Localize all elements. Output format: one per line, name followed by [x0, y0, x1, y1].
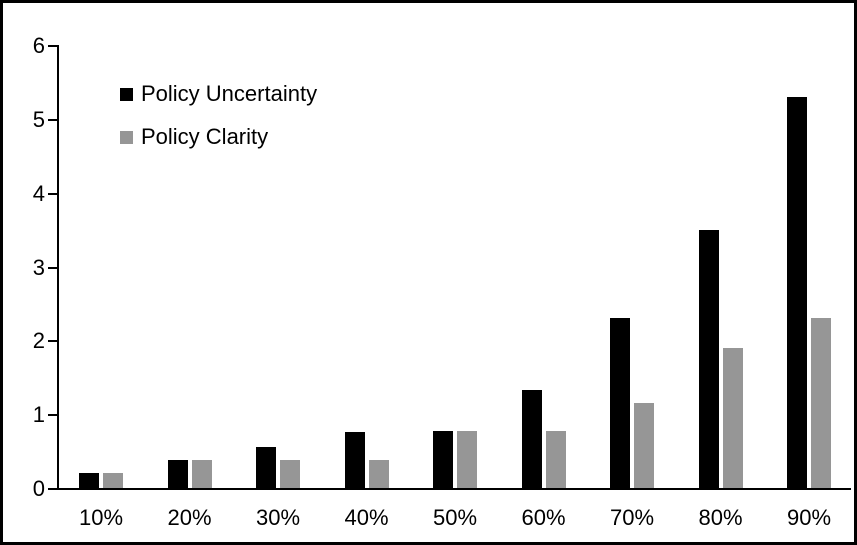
y-tick-mark [48, 118, 57, 121]
y-axis-line [57, 45, 59, 490]
bar-policy-clarity-80% [723, 348, 743, 488]
legend-label-policy-uncertainty: Policy Uncertainty [141, 81, 318, 106]
legend-item-policy-clarity: Policy Clarity [120, 124, 317, 150]
bar-policy-uncertainty-30% [256, 447, 276, 488]
x-axis-label: 90% [786, 505, 832, 530]
x-axis-line [57, 488, 851, 490]
bar-policy-uncertainty-40% [345, 432, 365, 488]
y-tick-mark [48, 414, 57, 417]
bar-policy-uncertainty-50% [433, 431, 453, 488]
bar-policy-uncertainty-20% [168, 460, 188, 488]
legend-item-policy-uncertainty: Policy Uncertainty [120, 81, 317, 107]
bar-policy-clarity-60% [546, 431, 566, 488]
bar-policy-uncertainty-70% [610, 318, 630, 488]
x-axis-label: 10% [78, 505, 124, 530]
bar-policy-clarity-50% [457, 431, 477, 488]
bar-policy-clarity-90% [811, 318, 831, 488]
bar-policy-clarity-70% [634, 403, 654, 488]
x-axis-label: 70% [609, 505, 655, 530]
y-tick-mark [48, 192, 57, 195]
x-axis-label: 80% [698, 505, 743, 530]
legend-swatch-square-icon [120, 130, 133, 144]
legend-swatch-square-icon [120, 87, 133, 101]
y-tick-label: 0 [32, 476, 45, 501]
bar-policy-uncertainty-80% [699, 230, 719, 488]
chart-legend: Policy Uncertainty Policy Clarity [120, 81, 317, 150]
x-axis-label: 40% [344, 505, 389, 530]
legend-label-policy-clarity: Policy Clarity [141, 124, 269, 149]
y-tick-mark [48, 340, 57, 343]
bar-policy-clarity-20% [192, 460, 212, 488]
y-tick-label: 6 [32, 33, 45, 58]
bar-policy-clarity-10% [103, 473, 123, 488]
y-tick-mark [48, 266, 57, 269]
y-tick-label: 2 [32, 328, 45, 354]
bar-policy-uncertainty-90% [787, 97, 807, 488]
plot-area: 0 1 2 3 4 5 6 10% 20% 30% 40% 50% 60% 70% 80% 90% Poli… [3, 3, 854, 542]
x-axis-label: 30% [255, 505, 301, 530]
bar-policy-uncertainty-10% [79, 473, 99, 488]
x-axis-label: 60% [521, 505, 566, 530]
x-axis-label: 20% [167, 505, 212, 530]
y-tick-mark [48, 488, 57, 490]
y-tick-label: 5 [32, 106, 45, 132]
y-tick-label: 3 [32, 254, 45, 280]
bar-policy-uncertainty-60% [522, 390, 542, 488]
bar-policy-clarity-40% [369, 460, 389, 488]
y-tick-mark [48, 45, 57, 47]
y-tick-label: 1 [32, 402, 45, 428]
y-tick-label: 4 [32, 180, 45, 206]
bar-policy-clarity-30% [280, 460, 300, 488]
x-axis-label: 50% [432, 505, 478, 530]
